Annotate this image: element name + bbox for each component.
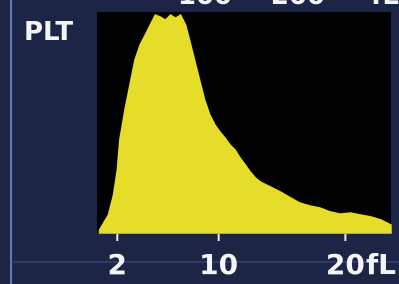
chart-title: PLT (24, 17, 73, 47)
x-tick-label: 20 (326, 248, 365, 281)
upper-axis-fragment: 100 (178, 0, 232, 11)
upper-axis-fragment: 200 (271, 0, 325, 11)
upper-axis-fragment: fL (371, 0, 399, 11)
x-tick-label: 2 (108, 248, 127, 281)
x-unit-label: fL (366, 248, 396, 281)
x-tick-label: 10 (199, 248, 238, 281)
analyzer-screen: PLT 100200fL21020fL (0, 0, 399, 284)
